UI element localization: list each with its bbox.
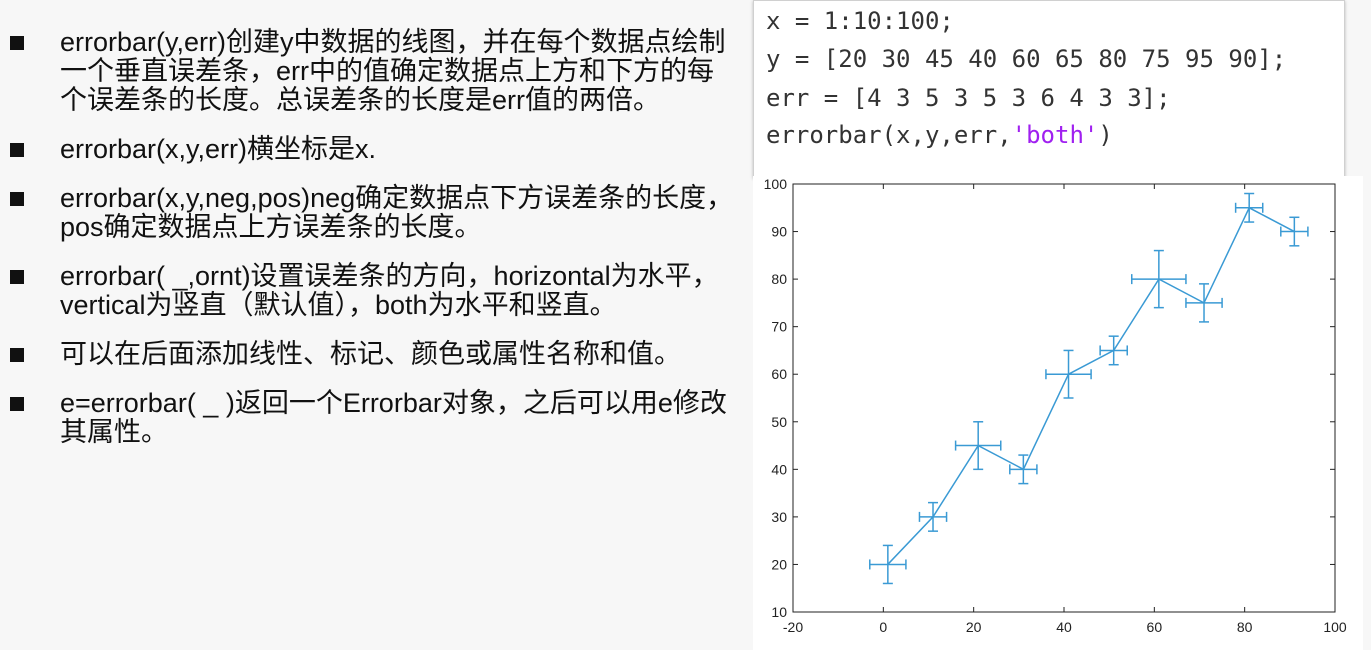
bullet-item: errorbar( _,ornt)设置误差条的方向，horizontal为水平，… [0, 262, 745, 320]
bullet-square-icon [10, 397, 24, 411]
bullet-text: errorbar(y,err)创建y中数据的线图，并在每个数据点绘制一个垂直误差… [60, 27, 726, 115]
error-bar [1009, 454, 1038, 485]
error-bar [1131, 249, 1187, 309]
x-tick-label: 60 [1147, 619, 1163, 635]
y-tick-label: 30 [771, 509, 787, 525]
x-tick-label: 80 [1237, 619, 1253, 635]
axes: 10 20 30 40 50 60 70 80 90 100 -20 0 20 40 60 80 100 [764, 176, 1347, 635]
bullet-square-icon [10, 348, 24, 362]
data-series [869, 192, 1309, 585]
x-tick-label: 20 [966, 619, 982, 635]
x-tick-label: 0 [879, 619, 887, 635]
code-line-1: x = 1:10:100; [766, 7, 954, 35]
bullet-list: errorbar(y,err)创建y中数据的线图，并在每个数据点绘制一个垂直误差… [0, 28, 745, 467]
y-tick-label: 10 [771, 604, 787, 620]
bullet-square-icon [10, 36, 24, 50]
code-line-2: y = [20 30 45 40 60 65 80 75 95 90]; [766, 45, 1287, 73]
bullet-text: errorbar(x,y,err)横坐标是x. [60, 134, 377, 164]
error-bar [1045, 349, 1092, 399]
bullet-text: errorbar( _,ornt)设置误差条的方向，horizontal为水平，… [60, 261, 719, 320]
x-tick-label: -20 [783, 619, 803, 635]
bullet-item: errorbar(x,y,err)横坐标是x. [0, 135, 745, 164]
bullet-text: 可以在后面添加线性、标记、颜色或属性名称和值。 [60, 339, 681, 369]
error-bar [918, 501, 948, 532]
code-line-3: err = [4 3 5 3 5 3 6 4 3 3]; [766, 84, 1171, 112]
bullet-item: 可以在后面添加线性、标记、颜色或属性名称和值。 [0, 340, 745, 369]
y-tick-label: 60 [771, 366, 787, 382]
x-tick-label: 100 [1323, 619, 1347, 635]
figure-background [753, 176, 1363, 650]
y-tick-label: 50 [771, 414, 787, 430]
error-bar [1099, 335, 1128, 366]
y-tick-label: 90 [771, 224, 787, 240]
bullet-square-icon [10, 143, 24, 157]
y-tick-label: 100 [764, 176, 788, 192]
bullet-text: errorbar(x,y,neg,pos)neg确定数据点下方误差条的长度，po… [60, 183, 734, 242]
error-bar [1185, 283, 1223, 323]
bullet-square-icon [10, 192, 24, 206]
bullet-item: errorbar(x,y,neg,pos)neg确定数据点下方误差条的长度，po… [0, 184, 745, 242]
error-bar [869, 544, 907, 585]
errorbar-plot: 10 20 30 40 50 60 70 80 90 100 -20 0 20 40 60 80 100 [753, 176, 1363, 650]
code-line-4: errorbar(x,y,err,'both') [766, 121, 1113, 149]
bullet-text: e=errorbar( _ )返回一个Errorbar对象，之后可以用e修改其属… [60, 388, 727, 447]
error-bar [954, 421, 1002, 471]
y-tick-label: 40 [771, 461, 787, 477]
code-panel: x = 1:10:100; y = [20 30 45 40 60 65 80 … [753, 0, 1345, 178]
bullet-item: errorbar(y,err)创建y中数据的线图，并在每个数据点绘制一个垂直误差… [0, 28, 745, 115]
code-string-literal: 'both' [1011, 121, 1099, 149]
series-line [887, 206, 1295, 565]
error-bar [1234, 192, 1264, 223]
code-text: errorbar(x,y,err, [766, 121, 1012, 149]
x-tick-label: 40 [1056, 619, 1072, 635]
bullet-item: e=errorbar( _ )返回一个Errorbar对象，之后可以用e修改其属… [0, 389, 745, 447]
bullet-square-icon [10, 270, 24, 284]
y-tick-label: 20 [771, 556, 787, 572]
y-tick-label: 70 [771, 319, 787, 335]
code-text: ) [1098, 121, 1113, 149]
y-tick-label: 80 [771, 271, 787, 287]
error-bar [1280, 216, 1309, 247]
